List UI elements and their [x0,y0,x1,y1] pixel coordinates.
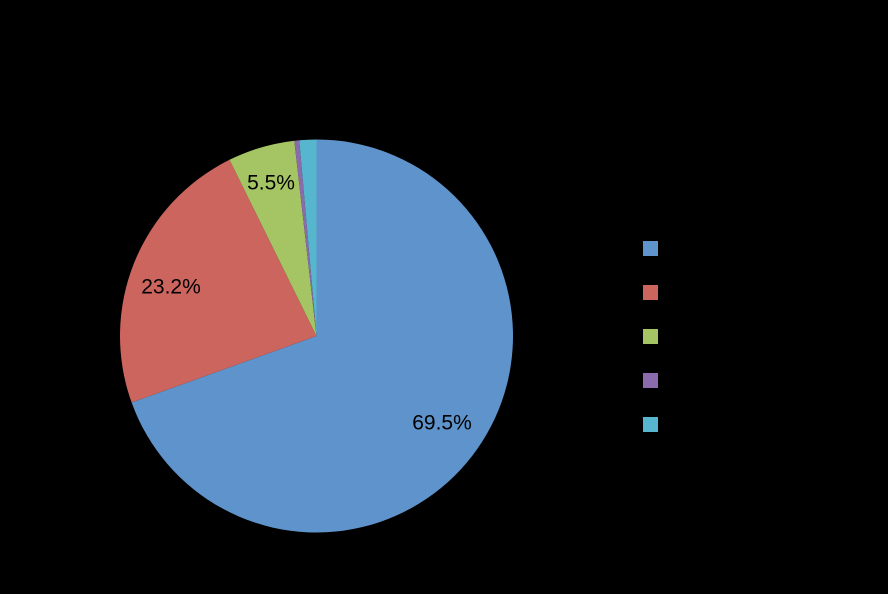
slice-label-blue: 69.5% [412,411,472,435]
pie-slice-3 [229,140,317,336]
legend-swatch-green [643,329,658,344]
legend-item-4 [643,373,666,388]
slice-label-green: 5.5% [247,171,295,195]
legend-swatch-purple [643,373,658,388]
legend-item-2 [643,285,666,300]
slice-label-red: 23.2% [141,275,201,299]
legend-swatch-teal [643,417,658,432]
pie-slice-5 [299,139,317,336]
pie-slice-4 [294,140,317,336]
legend-item-3 [643,329,666,344]
pie-slice-1 [131,139,514,533]
legend-swatch-blue [643,241,658,256]
legend-item-5 [643,417,666,432]
legend [643,241,666,461]
legend-item-1 [643,241,666,256]
pie-slice-2 [120,159,317,403]
legend-swatch-red [643,285,658,300]
